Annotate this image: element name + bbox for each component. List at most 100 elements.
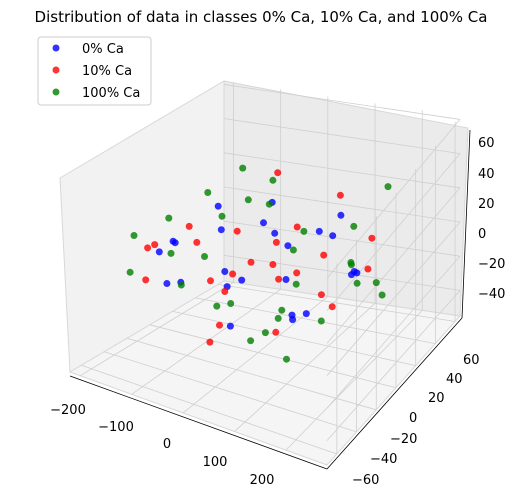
data-point-series-2: [278, 306, 286, 314]
y-tick-label: 20: [428, 391, 445, 406]
data-point-series-1: [364, 265, 372, 273]
data-point-series-2: [378, 291, 386, 299]
grid-line-z-back: [223, 152, 461, 189]
data-point-series-0: [302, 310, 310, 318]
legend-marker-1: [52, 66, 60, 74]
data-point-series-2: [269, 176, 277, 184]
data-point-series-2: [350, 222, 358, 230]
data-point-series-0: [217, 226, 225, 234]
data-point-series-2: [317, 317, 325, 325]
data-point-series-0: [214, 202, 222, 210]
data-point-series-2: [167, 249, 175, 257]
data-point-series-1: [193, 238, 201, 246]
grid-lines: [80, 82, 461, 455]
data-point-series-2: [165, 214, 173, 222]
data-point-series-2: [289, 246, 297, 254]
data-point-series-0: [284, 242, 292, 250]
x-tick-label: −100: [98, 420, 134, 435]
data-point-series-2: [213, 302, 221, 310]
legend-marker-0: [52, 44, 60, 52]
grid-line-x: [234, 303, 376, 432]
data-point-series-1: [185, 222, 193, 230]
data-point-series-1: [336, 191, 344, 199]
data-point-series-1: [317, 291, 325, 299]
data-point-series-1: [269, 261, 277, 268]
data-point-series-0: [260, 219, 267, 227]
z-tick-label: −40: [478, 287, 505, 302]
data-point-series-1: [229, 270, 237, 278]
data-point-series-2: [300, 227, 308, 235]
y-tick-label: 0: [409, 411, 417, 426]
data-point-series-2: [265, 200, 273, 208]
axis-lines: [69, 129, 471, 470]
data-point-series-1: [274, 169, 282, 177]
data-point-series-2: [283, 355, 290, 363]
legend: 0% Ca 10% Ca 100% Ca: [37, 36, 152, 106]
data-point-series-2: [384, 183, 392, 191]
z-tick-label: 20: [478, 197, 495, 212]
data-point-series-2: [372, 279, 380, 287]
data-point-series-0: [348, 271, 355, 279]
data-point-series-1: [207, 277, 214, 285]
data-point-series-1: [206, 338, 214, 346]
grid-line-y: [81, 364, 337, 455]
grid-line-z-back: [223, 254, 461, 291]
legend-box: [37, 36, 152, 106]
z-tick-label: −20: [478, 257, 505, 272]
data-point-series-2: [201, 253, 208, 260]
grid-line-z-side: [326, 255, 461, 409]
data-point-series-1: [233, 227, 241, 235]
grid-line-z-side: [326, 187, 461, 344]
y-tick-label: 60: [463, 353, 480, 368]
legend-marker-2: [52, 88, 60, 96]
data-point-series-2: [239, 164, 247, 172]
grid-line-z-side: [326, 119, 461, 279]
data-point-series-2: [353, 279, 361, 287]
grid-line-x: [80, 282, 234, 377]
x-axis-line: [69, 375, 328, 470]
data-point-series-2: [347, 259, 355, 266]
data-point-series-1: [221, 288, 229, 295]
x-tick-label: 100: [203, 455, 228, 470]
y-tick-label: −20: [390, 432, 417, 447]
data-point-series-0: [315, 227, 323, 235]
data-point-series-1: [247, 258, 255, 266]
data-point-series-2: [177, 281, 185, 289]
legend-label-2: 100% Ca: [82, 86, 140, 101]
grid-line-x: [285, 310, 423, 451]
data-point-series-2: [204, 189, 212, 196]
z-tick-label: 0: [478, 227, 486, 242]
data-point-series-0: [155, 248, 163, 256]
legend-label-1: 10% Ca: [82, 64, 132, 79]
data-point-series-0: [337, 211, 345, 219]
chart-title: Distribution of data in classes 0% Ca, 1…: [35, 8, 488, 26]
data-point-series-2: [261, 329, 269, 337]
data-point-series-2: [292, 280, 300, 288]
legend-label-0: 0% Ca: [82, 42, 124, 57]
data-point-series-2: [247, 337, 255, 345]
x-tick-label: 200: [250, 473, 275, 488]
grid-line-z-side: [326, 290, 461, 441]
data-point-series-1: [293, 223, 301, 231]
data-point-series-1: [216, 321, 223, 329]
data-point-series-2: [126, 268, 134, 276]
x-tick-label: 0: [163, 437, 171, 452]
z-tick-label: 40: [478, 167, 495, 182]
grid-line-z-back: [223, 186, 461, 223]
data-point-series-1: [142, 276, 150, 284]
data-point-series-2: [130, 232, 138, 239]
grid-line-z-back: [223, 118, 461, 155]
grid-line-z-back: [223, 220, 461, 257]
data-point-series-2: [244, 196, 252, 204]
scatter-points: [126, 164, 392, 363]
grid-line-z-back: [223, 84, 461, 120]
data-point-series-1: [368, 234, 376, 242]
data-point-series-2: [274, 314, 282, 322]
grid-line-y: [195, 297, 436, 344]
grid-line-y: [126, 337, 377, 411]
grid-line-z-side: [326, 153, 461, 311]
data-point-series-1: [275, 275, 283, 283]
grid-line-y: [172, 310, 416, 367]
data-point-series-1: [151, 241, 159, 249]
